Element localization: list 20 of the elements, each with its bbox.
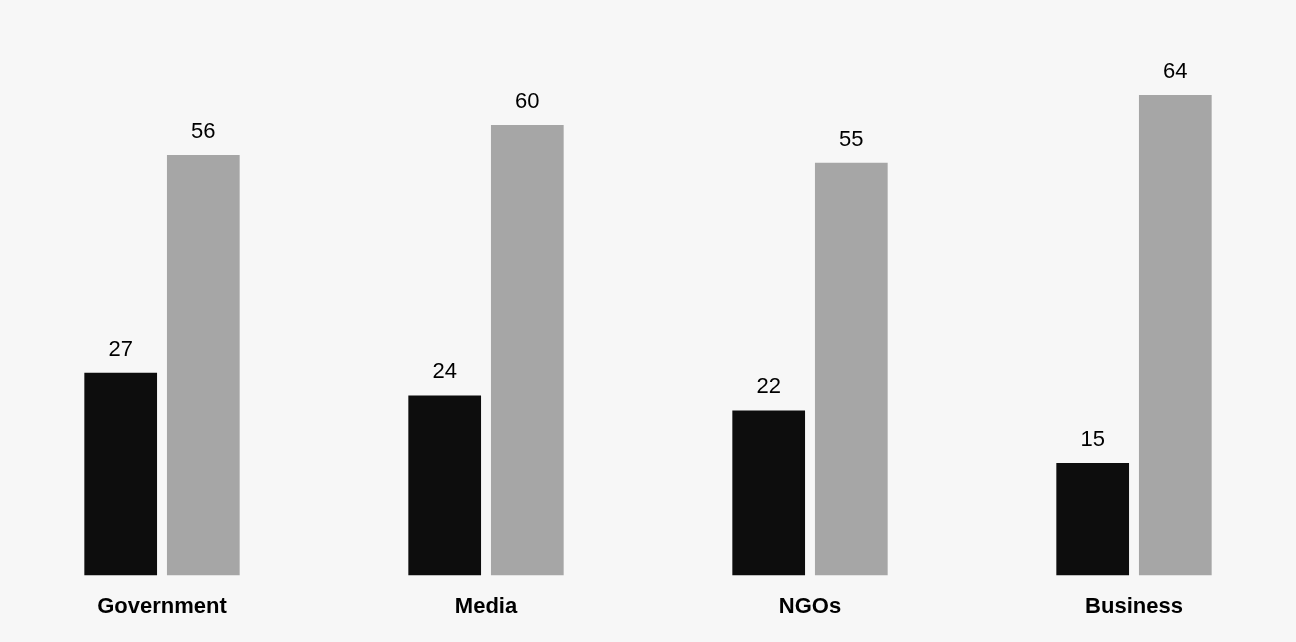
data-label: 27 (108, 335, 133, 361)
bar (814, 162, 888, 576)
data-label: 24 (432, 358, 457, 384)
bar (1056, 462, 1130, 576)
data-label: 64 (1163, 58, 1188, 84)
data-label: 22 (756, 373, 781, 399)
x-tick-label: Government (97, 592, 228, 618)
data-label: 56 (191, 118, 216, 144)
bar (1138, 95, 1212, 576)
bar (166, 155, 240, 576)
data-label: 55 (839, 125, 864, 151)
x-tick-label: Business (1085, 592, 1183, 618)
bar (408, 395, 482, 576)
bar (490, 125, 564, 576)
data-label: 60 (515, 88, 540, 114)
bar (84, 372, 158, 576)
x-tick-label: Media (454, 592, 518, 618)
bar (732, 410, 806, 576)
x-tick-label: NGOs (778, 592, 842, 618)
data-label: 15 (1080, 426, 1105, 452)
